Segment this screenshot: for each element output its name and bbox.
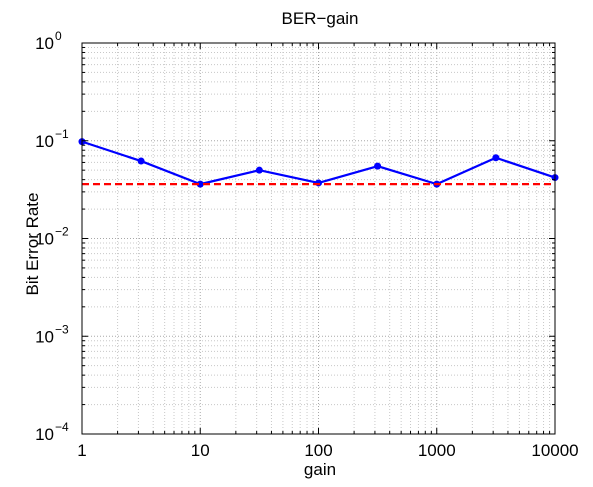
y-tick-label: 10 −4 bbox=[35, 420, 69, 444]
x-tick-label: 1000 bbox=[418, 441, 456, 460]
y-tick-label-base: 10 bbox=[35, 327, 54, 346]
x-tick-labels: 1 10 100 1000 10000 bbox=[77, 441, 578, 460]
chart-title: BER−gain bbox=[281, 9, 358, 28]
y-tick-label: 10 0 bbox=[35, 29, 62, 53]
series-0-point bbox=[492, 154, 500, 162]
y-tick-label-base: 10 bbox=[35, 34, 54, 53]
series-0-point bbox=[196, 180, 204, 188]
y-tick-label: 10 −1 bbox=[35, 127, 69, 151]
y-tick-label-base: 10 bbox=[35, 132, 54, 151]
y-tick-label-exponent: −1 bbox=[55, 127, 69, 141]
y-tick-label-exponent: 0 bbox=[55, 29, 62, 43]
y-tick-label: 10 −2 bbox=[35, 225, 69, 249]
series-0-point bbox=[255, 166, 263, 174]
y-tick-label-base: 10 bbox=[35, 425, 54, 444]
y-tick-label-exponent: −3 bbox=[55, 322, 69, 336]
x-tick-label: 100 bbox=[304, 441, 332, 460]
x-tick-label: 10000 bbox=[531, 441, 578, 460]
series-0-point bbox=[137, 157, 145, 165]
grid bbox=[81, 43, 555, 435]
y-tick-label-base: 10 bbox=[35, 230, 54, 249]
y-tick-label: 10 −3 bbox=[35, 322, 69, 346]
y-tick-label-exponent: −4 bbox=[55, 420, 69, 434]
series-0-point bbox=[374, 162, 382, 170]
y-tick-label-exponent: −2 bbox=[55, 225, 69, 239]
series-layer bbox=[78, 138, 559, 188]
y-axis-label: Bit Error Rate bbox=[23, 193, 42, 296]
x-tick-label: 10 bbox=[191, 441, 210, 460]
tick-marks bbox=[81, 43, 555, 435]
x-tick-label: 1 bbox=[77, 441, 86, 460]
x-axis-label: gain bbox=[304, 460, 336, 479]
series-0-point bbox=[315, 179, 322, 187]
